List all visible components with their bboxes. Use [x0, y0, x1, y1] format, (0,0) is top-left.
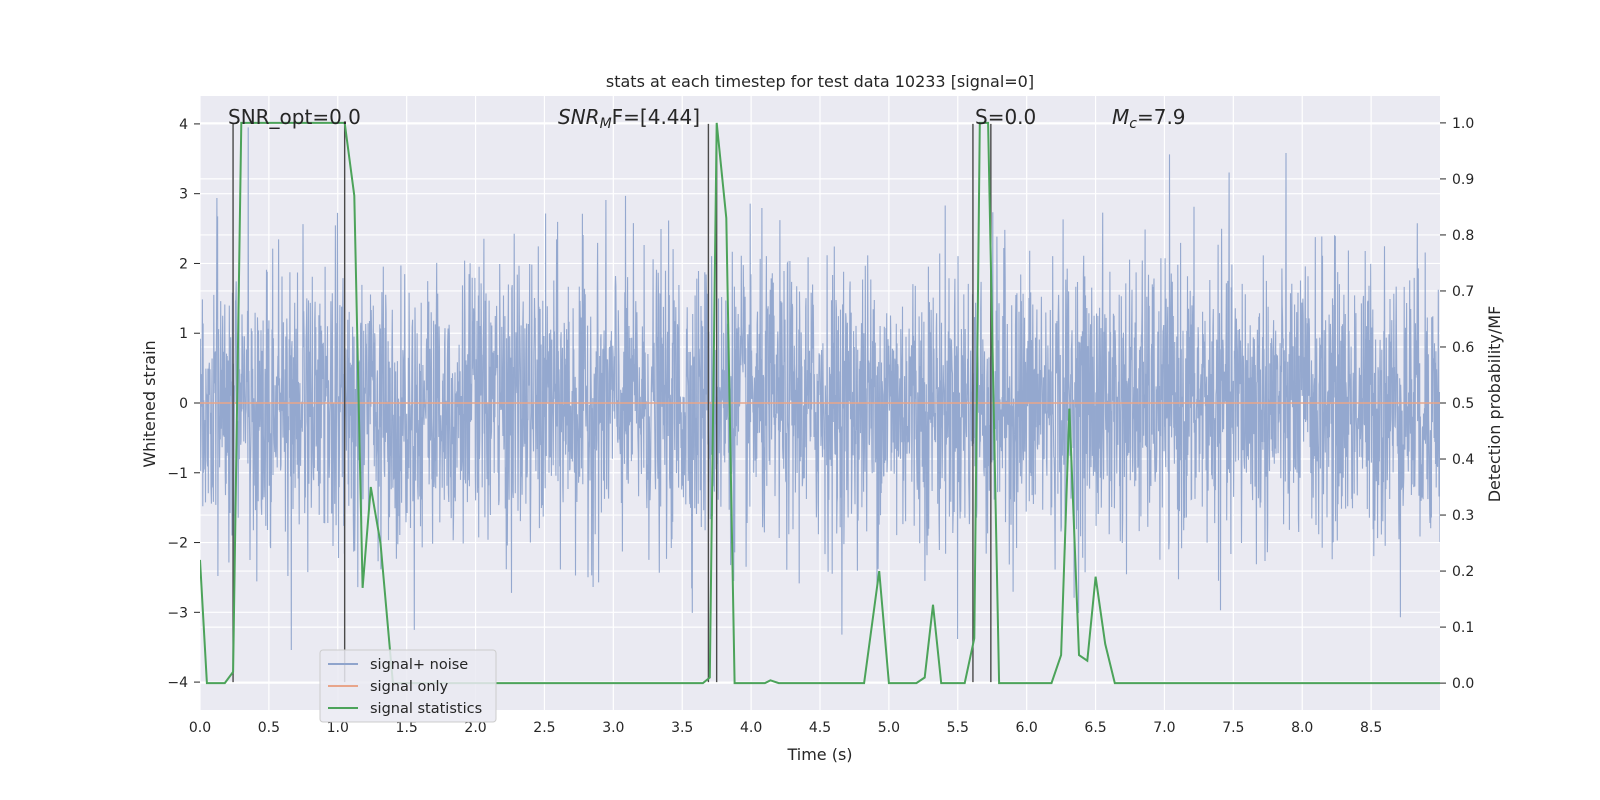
- y-right-tick-label: 0.0: [1452, 676, 1474, 692]
- x-tick-label: 2.5: [533, 720, 555, 736]
- y-right-tick-label: 0.3: [1452, 508, 1474, 524]
- y-right-tick-label: 0.9: [1452, 172, 1474, 188]
- x-tick-labels: 0.0 0.5 1.0 1.5 2.0 2.5 3.0 3.5 4.0 4.5 5.0 5.5 6.0 6…: [189, 720, 1382, 736]
- y-right-tick-labels: 1.0 0.9 0.8 0.7 0.6 0.5 0.4 0.3 0.2 0.1 0.0: [1440, 116, 1474, 692]
- y-left-tick-label: 0: [179, 396, 188, 412]
- y-right-tick-label: 1.0: [1452, 116, 1474, 132]
- y-right-tick-label: 0.4: [1452, 452, 1474, 468]
- x-tick-label: 2.0: [464, 720, 486, 736]
- series-signal-noise: [200, 127, 1440, 651]
- x-tick-label: 8.5: [1360, 720, 1382, 736]
- x-tick-label: 6.5: [1084, 720, 1106, 736]
- y-left-tick-label: 1: [179, 326, 188, 342]
- annotation-mc: Mc=7.9: [1112, 105, 1186, 132]
- y-right-tick-label: 0.1: [1452, 620, 1474, 636]
- annotation-s: S=0.0: [975, 105, 1036, 129]
- y-left-tick-label: 3: [179, 187, 188, 203]
- legend-box: [319, 649, 497, 723]
- x-tick-label: 0.0: [189, 720, 211, 736]
- annotation-snr-opt: SNR_opt=0.0: [228, 105, 361, 129]
- y-left-tick-label: −4: [167, 675, 188, 691]
- legend-label-signal-noise: signal+ noise: [370, 657, 468, 673]
- y-left-tick-labels: 4 3 2 1 0 −1 −2 −3 −4: [167, 117, 200, 691]
- y-right-tick-label: 0.5: [1452, 396, 1474, 412]
- x-tick-label: 4.0: [740, 720, 762, 736]
- x-tick-label: 3.5: [671, 720, 693, 736]
- x-tick-label: 7.5: [1222, 720, 1244, 736]
- legend-label-signal-only: signal only: [370, 679, 449, 695]
- x-tick-label: 5.0: [878, 720, 900, 736]
- x-tick-label: 8.0: [1291, 720, 1313, 736]
- x-tick-label: 7.0: [1153, 720, 1175, 736]
- annotation-snr-mf: SNRMF=[4.44]: [558, 105, 700, 132]
- x-tick-label: 1.5: [396, 720, 418, 736]
- legend: signal+ noise signal only signal statist…: [319, 649, 497, 723]
- y-axis-label-right: Detection probability/MF: [1485, 306, 1504, 503]
- y-left-tick-label: −1: [167, 466, 188, 482]
- x-tick-label: 3.0: [602, 720, 624, 736]
- x-tick-label: 6.0: [1016, 720, 1038, 736]
- y-left-tick-label: −3: [167, 605, 188, 621]
- legend-label-signal-statistics: signal statistics: [370, 701, 482, 717]
- x-axis-label: Time (s): [786, 745, 852, 764]
- y-axis-label-left: Whitened strain: [140, 340, 159, 467]
- y-right-tick-label: 0.8: [1452, 228, 1474, 244]
- y-left-tick-label: 2: [179, 256, 188, 272]
- x-tick-label: 4.5: [809, 720, 831, 736]
- y-left-tick-label: 4: [179, 117, 188, 133]
- series-signal-statistics: [200, 121, 1440, 685]
- x-tick-label: 1.0: [327, 720, 349, 736]
- y-right-tick-label: 0.2: [1452, 564, 1474, 580]
- y-right-tick-label: 0.6: [1452, 340, 1474, 356]
- x-tick-label: 5.5: [947, 720, 969, 736]
- chart-title: stats at each timestep for test data 102…: [606, 72, 1034, 91]
- x-tick-label: 0.5: [258, 720, 280, 736]
- y-left-tick-label: −2: [167, 536, 188, 552]
- y-right-tick-label: 0.7: [1452, 284, 1474, 300]
